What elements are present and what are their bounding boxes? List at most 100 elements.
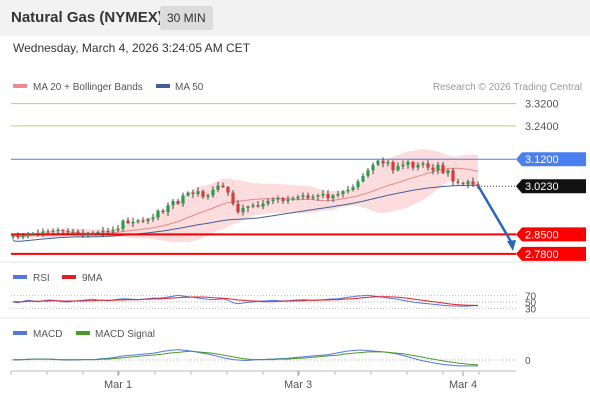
macd-tick-0: 0 — [525, 356, 531, 367]
candle-34 — [181, 192, 185, 207]
candle-57 — [296, 194, 300, 201]
candle-56 — [291, 196, 295, 201]
level-label-4: 2.7800 — [525, 249, 559, 261]
candle-45 — [236, 200, 240, 214]
candle-7 — [46, 229, 50, 234]
candle-43 — [226, 185, 230, 196]
candle-61 — [316, 193, 320, 201]
candle-54 — [281, 197, 285, 204]
candle-92 — [471, 177, 475, 188]
candle-40 — [211, 186, 215, 198]
bollinger-band — [13, 149, 478, 243]
candle-35 — [186, 191, 190, 197]
candle-4 — [31, 232, 35, 236]
level-label-2: 3.1200 — [525, 154, 559, 166]
price-panel: 3.3200 3.2400 3.1200 2.8500 2.7800 3.0230 MA … — [11, 82, 586, 261]
candle-81 — [416, 162, 420, 171]
level-tag-3 — [516, 227, 586, 242]
level-label-0: 3.3200 — [525, 99, 559, 111]
candle-28 — [151, 213, 155, 222]
candle-10 — [61, 229, 65, 235]
legend-macd: MACD — [33, 329, 62, 340]
candle-8 — [51, 228, 55, 234]
legend-macd-signal: MACD Signal — [95, 329, 155, 340]
candle-17 — [96, 230, 100, 236]
candle-48 — [251, 202, 255, 209]
candle-71 — [366, 168, 370, 178]
candle-90 — [461, 181, 465, 186]
candle-9 — [56, 227, 60, 235]
candle-75 — [386, 160, 390, 167]
macd-line — [13, 349, 478, 367]
candle-3 — [26, 231, 30, 239]
candle-30 — [161, 208, 165, 214]
candle-51 — [266, 198, 270, 206]
candle-64 — [331, 194, 335, 202]
candle-83 — [426, 160, 430, 171]
candle-52 — [271, 197, 275, 205]
candle-85 — [436, 161, 440, 175]
candle-25 — [136, 218, 140, 224]
research-credit: Research © 2026 Trading Central — [433, 82, 582, 93]
candle-26 — [141, 217, 145, 223]
candle-62 — [321, 190, 325, 199]
legend-swatch-rsi — [13, 275, 27, 279]
candle-14 — [81, 229, 85, 238]
candle-37 — [196, 187, 200, 197]
candle-15 — [86, 231, 90, 238]
candle-31 — [166, 202, 170, 217]
ma50-line — [12, 184, 479, 242]
candle-46 — [241, 204, 245, 216]
candle-19 — [106, 227, 110, 236]
candle-27 — [146, 217, 150, 224]
candle-38 — [201, 189, 205, 199]
candle-2 — [21, 233, 25, 240]
forecast-arrowhead — [507, 240, 516, 252]
candle-89 — [456, 178, 460, 185]
rsi-9ma-line — [13, 296, 479, 307]
candle-36 — [191, 189, 195, 199]
legend-rsi: RSI — [33, 273, 50, 284]
rsi-legend: RSI 9MA — [13, 273, 103, 284]
level-label-3: 2.8500 — [525, 229, 559, 241]
candle-20 — [111, 226, 115, 235]
level-tag-4 — [516, 246, 586, 261]
candle-1 — [16, 232, 20, 240]
instrument-title: Natural Gas (NYMEX) — [11, 9, 163, 26]
time-axis: Mar 1 Mar 3 Mar 4 — [10, 370, 516, 391]
legend-swatch-macd — [13, 331, 27, 335]
candle-24 — [131, 217, 135, 228]
candle-32 — [171, 198, 175, 210]
chart-header: Natural Gas (NYMEX) 30 MIN — [0, 0, 590, 36]
time-tick-label-0: Mar 1 — [104, 379, 132, 391]
candle-84 — [431, 164, 435, 175]
legend-swatch-ma20 — [13, 84, 27, 88]
forecast-arrow — [476, 185, 515, 246]
candle-33 — [176, 198, 180, 206]
candle-5 — [36, 229, 40, 237]
candle-23 — [126, 217, 130, 225]
candle-12 — [71, 228, 75, 234]
candle-59 — [306, 192, 310, 200]
candle-21 — [116, 225, 120, 233]
candle-49 — [256, 201, 260, 208]
legend-ma50: MA 50 — [175, 82, 204, 93]
candle-50 — [261, 199, 265, 210]
legend-swatch-ma50 — [156, 84, 170, 88]
candle-41 — [216, 181, 220, 193]
macd-panel: MACD MACD Signal 0 — [0, 317, 590, 367]
rsi-line — [12, 294, 479, 307]
candle-42 — [221, 182, 225, 188]
price-legend: MA 20 + Bollinger Bands MA 50 Research ©… — [13, 82, 582, 93]
candle-82 — [421, 161, 425, 168]
candle-87 — [446, 169, 450, 177]
legend-9ma: 9MA — [82, 273, 103, 284]
candle-73 — [376, 159, 380, 167]
candle-88 — [451, 167, 455, 186]
candle-13 — [76, 229, 80, 236]
candle-68 — [351, 184, 355, 192]
rsi-tick-0: 70 — [525, 291, 537, 302]
timeframe-badge[interactable]: 30 MIN — [160, 6, 213, 30]
